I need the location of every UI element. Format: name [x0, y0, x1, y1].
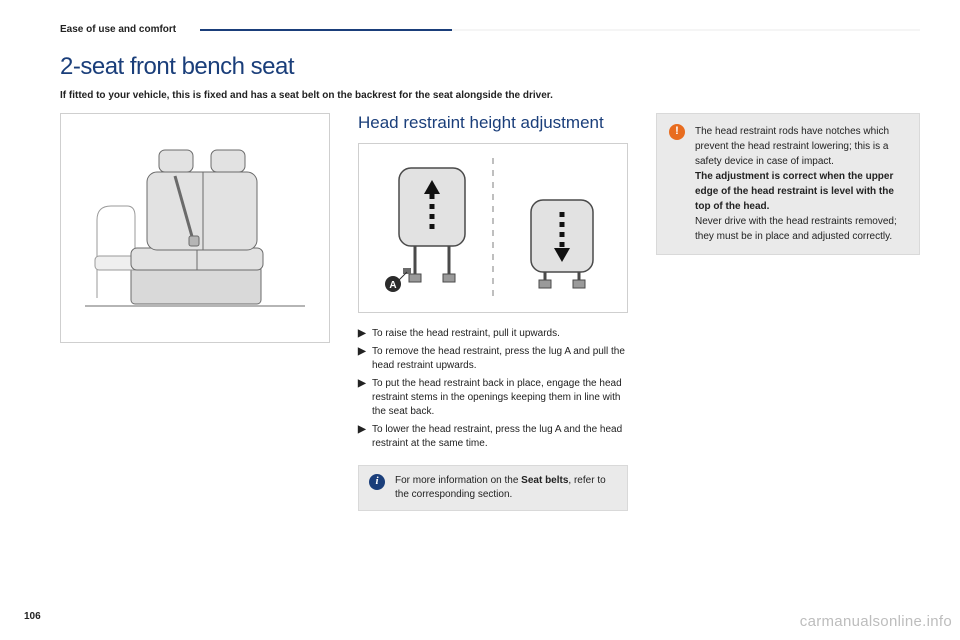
info-text-bold: Seat belts [521, 475, 568, 486]
bullet-icon: ▶ [358, 423, 372, 451]
figure-bench-seat [60, 113, 330, 343]
warning-p2-bold: The adjustment is correct when the upper… [695, 171, 894, 212]
page-number: 106 [24, 611, 41, 622]
list-item-text: To remove the head restraint, press the … [372, 345, 628, 373]
warning-p2: The adjustment is correct when the upper… [695, 169, 907, 214]
manual-page: Ease of use and comfort 2-seat front ben… [0, 0, 960, 640]
warning-p1: The head restraint rods have notches whi… [695, 124, 907, 169]
figure-head-restraint: A [358, 143, 628, 313]
section-label: Ease of use and comfort [60, 24, 176, 35]
info-icon: i [369, 474, 385, 490]
bullet-icon: ▶ [358, 377, 372, 419]
list-item: ▶To remove the head restraint, press the… [358, 345, 628, 373]
bench-seat-icon [75, 128, 315, 328]
list-item-text: To put the head restraint back in place,… [372, 377, 628, 419]
column-left [60, 113, 330, 511]
top-bar: Ease of use and comfort [60, 24, 920, 35]
list-item-text: To raise the head restraint, pull it upw… [372, 327, 560, 341]
list-item: ▶To raise the head restraint, pull it up… [358, 327, 628, 341]
warning-p3: Never drive with the head restraints rem… [695, 214, 907, 244]
info-text: For more information on the Seat belts, … [395, 474, 617, 502]
list-item: ▶To put the head restraint back in place… [358, 377, 628, 419]
bullet-icon: ▶ [358, 345, 372, 373]
column-right: ! The head restraint rods have notches w… [656, 113, 920, 511]
warning-box: ! The head restraint rods have notches w… [656, 113, 920, 255]
watermark: carmanualsonline.info [800, 613, 952, 630]
info-text-pre: For more information on the [395, 475, 521, 486]
head-restraint-icon: A [363, 148, 623, 308]
list-item: ▶To lower the head restraint, press the … [358, 423, 628, 451]
label-a: A [389, 280, 396, 291]
page-title: 2-seat front bench seat [60, 53, 920, 81]
info-box: i For more information on the Seat belts… [358, 465, 628, 511]
subheading: Head restraint height adjustment [358, 113, 628, 133]
top-rule [200, 29, 920, 31]
intro-text: If fitted to your vehicle, this is fixed… [60, 89, 620, 103]
column-middle: Head restraint height adjustment [358, 113, 628, 511]
list-item-text: To lower the head restraint, press the l… [372, 423, 628, 451]
content-columns: Head restraint height adjustment [60, 113, 920, 511]
warning-text: The head restraint rods have notches whi… [695, 124, 907, 244]
instruction-list: ▶To raise the head restraint, pull it up… [358, 327, 628, 451]
bullet-icon: ▶ [358, 327, 372, 341]
warning-icon: ! [669, 124, 685, 140]
